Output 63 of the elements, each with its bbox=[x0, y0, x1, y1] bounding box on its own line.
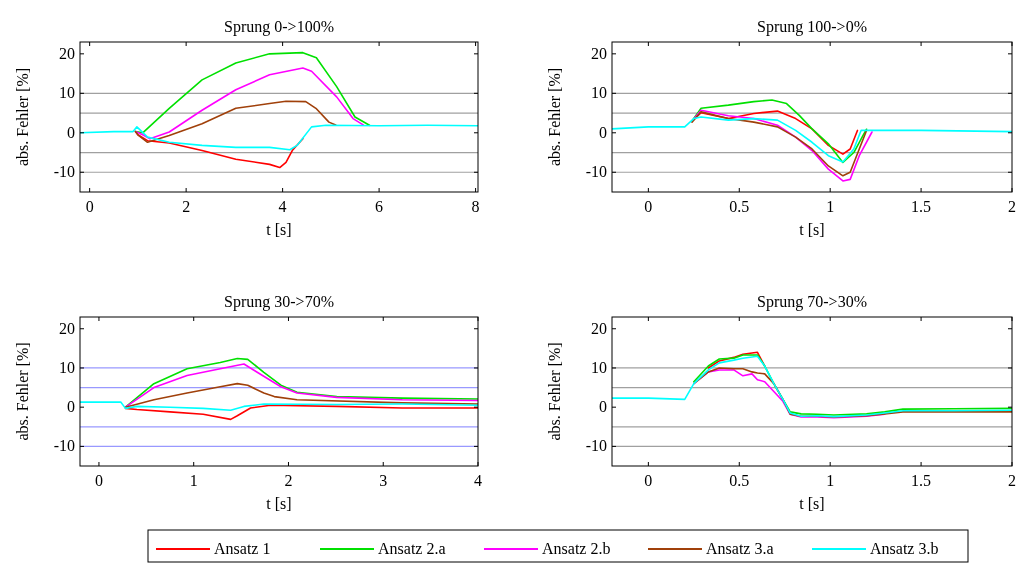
x-tick-label: 2 bbox=[284, 472, 293, 489]
x-tick-label: 8 bbox=[471, 198, 480, 215]
y-tick-label: 10 bbox=[59, 84, 75, 102]
y-tick-label: 20 bbox=[59, 44, 75, 62]
line-series bbox=[134, 67, 364, 140]
y-tick-label: 10 bbox=[591, 84, 607, 102]
x-tick-label: 0.5 bbox=[729, 198, 750, 215]
y-tick-label: 20 bbox=[591, 44, 607, 62]
x-tick-label: 2 bbox=[182, 198, 191, 215]
y-tick-label: 20 bbox=[59, 319, 75, 337]
y-tick-label: 20 bbox=[591, 319, 607, 337]
x-tick-label: 0 bbox=[94, 472, 103, 489]
x-tick-label: 4 bbox=[278, 198, 287, 215]
line-series bbox=[612, 116, 1012, 163]
line-series bbox=[691, 99, 868, 164]
x-axis-title: t [s] bbox=[799, 221, 825, 238]
x-tick-label: 0 bbox=[644, 198, 653, 215]
line-series bbox=[80, 124, 478, 151]
x-tick-label: 0 bbox=[644, 472, 653, 489]
line-series bbox=[80, 401, 478, 412]
chart-title: Sprung 100->0% bbox=[757, 18, 867, 36]
x-tick-label: 4 bbox=[474, 472, 482, 489]
x-tick-label: 1 bbox=[189, 472, 198, 489]
y-axis-title: abs. Fehler [%] bbox=[546, 342, 563, 441]
x-tick-label: 1.5 bbox=[911, 198, 932, 215]
x-tick-label: 2 bbox=[1008, 472, 1016, 489]
chart-title: Sprung 0->100% bbox=[224, 18, 334, 36]
y-tick-label: 0 bbox=[67, 398, 75, 416]
chart-title: Sprung 30->70% bbox=[224, 293, 334, 311]
x-tick-label: 1 bbox=[826, 198, 835, 215]
legend-label: Ansatz 1 bbox=[214, 540, 271, 557]
x-tick-label: 3 bbox=[379, 472, 388, 489]
x-axis-title: t [s] bbox=[266, 495, 292, 512]
line-series bbox=[124, 382, 478, 408]
x-tick-label: 6 bbox=[375, 198, 384, 215]
y-tick-label: -10 bbox=[53, 437, 75, 455]
line-series bbox=[134, 51, 371, 134]
legend-label: Ansatz 3.a bbox=[706, 540, 774, 557]
legend-label: Ansatz 3.b bbox=[870, 540, 939, 557]
y-tick-label: 10 bbox=[591, 358, 607, 376]
y-tick-label: -10 bbox=[585, 163, 607, 181]
line-series bbox=[707, 351, 766, 369]
x-tick-label: 2 bbox=[1008, 198, 1016, 215]
x-axis-title: t [s] bbox=[799, 495, 825, 512]
x-tick-label: 1.5 bbox=[911, 472, 932, 489]
y-tick-label: 0 bbox=[599, 123, 607, 141]
line-series bbox=[134, 100, 337, 144]
legend-label: Ansatz 2.b bbox=[542, 540, 611, 557]
x-tick-label: 0.5 bbox=[729, 472, 750, 489]
y-axis-title: abs. Fehler [%] bbox=[14, 67, 31, 167]
y-axis-title: abs. Fehler [%] bbox=[546, 67, 563, 167]
y-axis-title: abs. Fehler [%] bbox=[14, 342, 31, 441]
chart-title: Sprung 70->30% bbox=[757, 293, 867, 311]
x-tick-label: 0 bbox=[85, 198, 94, 215]
y-tick-label: -10 bbox=[53, 163, 75, 181]
x-tick-label: 1 bbox=[826, 472, 835, 489]
y-tick-label: 10 bbox=[59, 358, 75, 376]
y-tick-label: 0 bbox=[67, 123, 75, 141]
y-tick-label: 0 bbox=[599, 398, 607, 416]
line-series bbox=[612, 355, 1012, 418]
x-axis-title: t [s] bbox=[266, 221, 292, 238]
y-tick-label: -10 bbox=[585, 437, 607, 455]
legend-label: Ansatz 2.a bbox=[378, 540, 446, 557]
